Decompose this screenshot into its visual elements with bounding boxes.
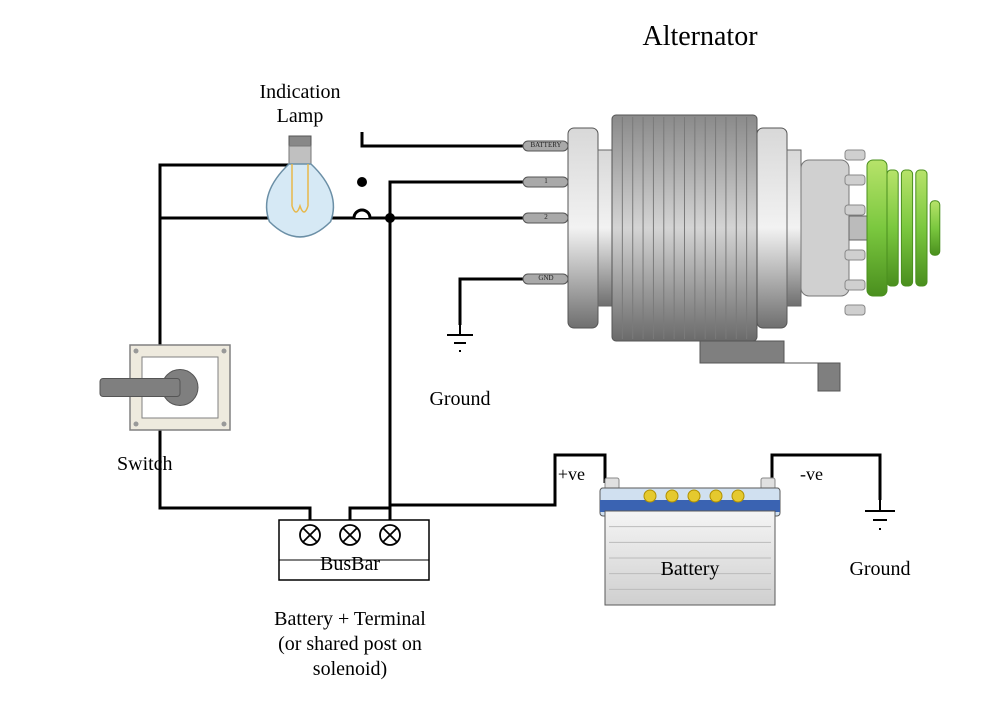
wire: [362, 132, 523, 146]
label-battery: Battery: [661, 558, 720, 580]
label-ground_bat: Ground: [849, 558, 910, 580]
label-pos: +ve: [558, 464, 585, 484]
battery: [600, 478, 780, 605]
junction: [385, 213, 395, 223]
alternator: BATTERY 1 2 GND: [523, 115, 940, 391]
label-indication2: Lamp: [277, 105, 324, 127]
label-busbar_sub2: (or shared post on: [278, 633, 422, 655]
lamp-neck: [289, 146, 311, 164]
wire: [160, 430, 310, 520]
alternator-wiring-diagram: BATTERY 1 2 GND Alternator IndicationLamp Gro…: [0, 0, 992, 722]
alternator-fan: [801, 160, 849, 296]
label-alternator: Alternator: [642, 21, 758, 52]
terminal-label: BATTERY: [530, 141, 561, 149]
terminal-label: 1: [544, 177, 548, 185]
lamp-bulb-icon: [267, 164, 334, 237]
label-neg: -ve: [800, 464, 823, 484]
wire: [350, 182, 523, 520]
battery-cap-icon: [666, 490, 678, 502]
junction: [357, 177, 367, 187]
wire-hop: [354, 210, 370, 218]
ground-symbol: [865, 500, 895, 529]
alternator-bracket: [700, 341, 840, 391]
label-busbar_sub1: Battery + Terminal: [274, 608, 426, 630]
terminal-label: GND: [538, 274, 553, 282]
pulley: [867, 160, 887, 296]
indication-lamp: [267, 136, 334, 237]
ground-symbol: [447, 325, 473, 351]
label-switch: Switch: [117, 453, 173, 475]
label-busbar: BusBar: [320, 553, 380, 575]
wire: [772, 455, 880, 500]
battery-cap-icon: [710, 490, 722, 502]
lamp-base: [289, 136, 311, 146]
wire: [460, 279, 523, 325]
switch: [100, 345, 230, 430]
label-indication1: Indication: [259, 81, 340, 103]
alternator-flange-left: [568, 128, 598, 328]
label-busbar_sub3: solenoid): [313, 658, 387, 680]
label-ground_alt: Ground: [429, 388, 490, 410]
terminal-label: 2: [544, 213, 548, 221]
wire: [160, 218, 523, 345]
labels: Alternator IndicationLamp Ground Switch BusB…: [117, 21, 911, 680]
battery-cap-icon: [644, 490, 656, 502]
battery-cap-icon: [732, 490, 744, 502]
alternator-flange-right: [757, 128, 787, 328]
battery-cap-icon: [688, 490, 700, 502]
switch-lever-icon: [100, 379, 180, 397]
